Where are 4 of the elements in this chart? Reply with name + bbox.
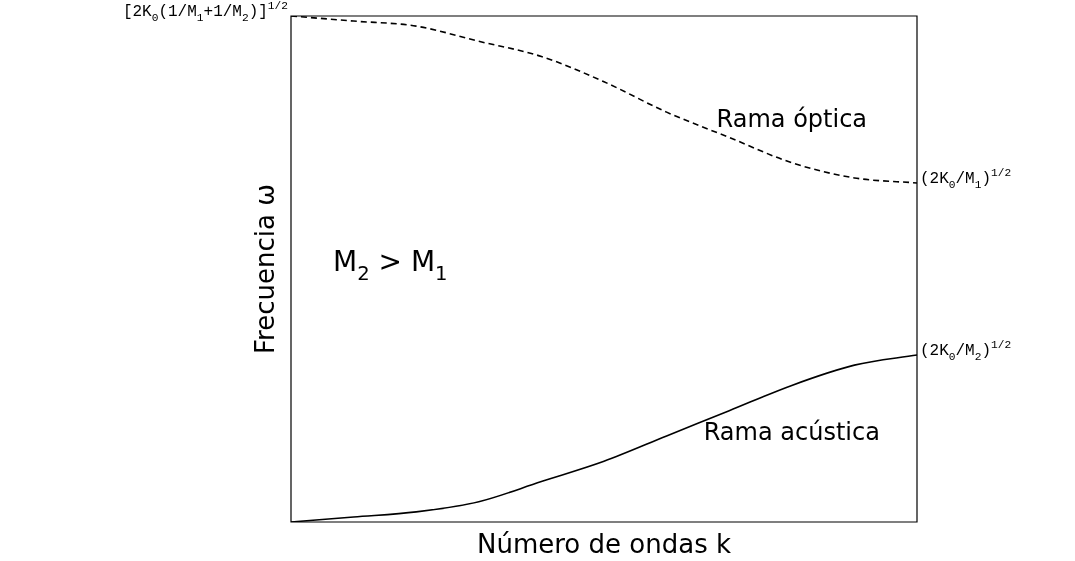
x-axis-title: Número de ondas k (477, 528, 731, 559)
series-label: Rama acústica (703, 417, 880, 446)
series-label: Rama óptica (716, 104, 868, 133)
y-axis-title: Frecuencia ω (249, 184, 280, 354)
